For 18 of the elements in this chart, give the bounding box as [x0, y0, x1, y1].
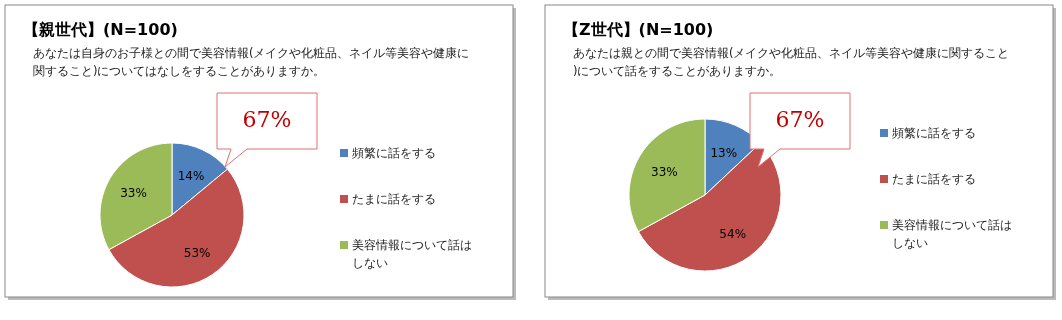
data-label: 14% [177, 168, 205, 183]
data-label: 53% [183, 245, 211, 260]
text: 67% [242, 107, 292, 132]
legend-label: たまに話をする [892, 172, 976, 186]
data-label: 54% [719, 227, 747, 242]
text: 67% [775, 107, 825, 132]
data-label: 13% [710, 145, 738, 160]
legend-label: 頻繁に話をする [892, 126, 976, 140]
legend-label: たまに話をする [352, 192, 436, 206]
legend-label: 美容情報について話はしない [352, 238, 472, 270]
chart-subtitle: あなたは親との間で美容情報(メイクや化粧品、ネイル等美容や健康に関すること)について話をすることがありますか。 [573, 46, 1010, 78]
data-label: 33% [120, 186, 147, 201]
chart-title: 【親世代】(N=100) [23, 20, 178, 39]
data-label: 33% [651, 165, 678, 180]
chart-subtitle: あなたは自身のお子様との間で美容情報(メイクや化粧品、ネイル等美容や健康に関すること)についてはなしをすることがありますか。 [33, 46, 470, 78]
legend-label: 美容情報について話はしない [892, 218, 1012, 250]
chart-title: 【Z世代】(N=100) [563, 20, 714, 39]
legend-label: 頻繁に話をする [352, 146, 436, 160]
